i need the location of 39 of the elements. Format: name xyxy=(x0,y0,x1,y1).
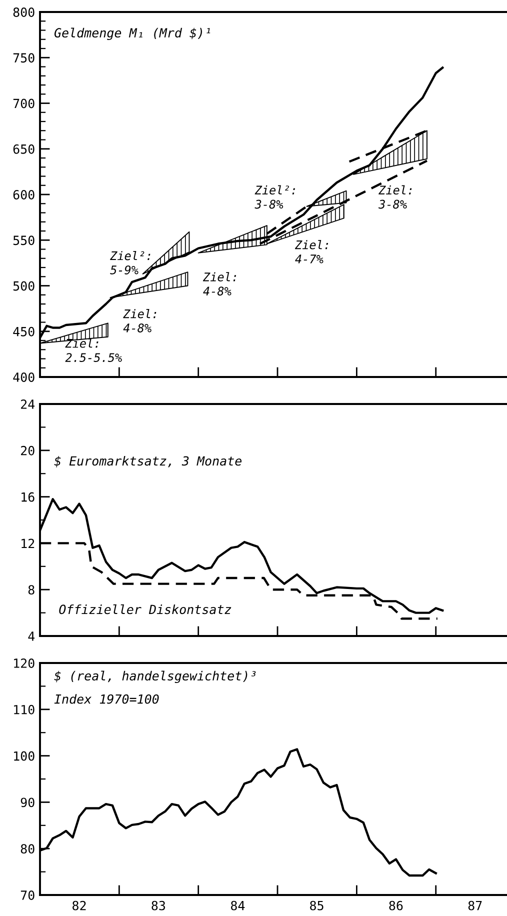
y-tick-label: 4 xyxy=(28,632,35,641)
y-tick-label: 110 xyxy=(14,704,34,714)
y-tick-label: 750 xyxy=(13,53,34,63)
y-tick-label: 600 xyxy=(13,190,34,200)
y-tick-label: 20 xyxy=(21,446,34,456)
annotation: Ziel²: 5-9% xyxy=(110,251,150,274)
text: Index 1970=100 xyxy=(54,694,159,704)
x-tick-label: 83 xyxy=(152,900,166,910)
y-tick-label: 450 xyxy=(13,326,34,336)
y-tick-label: 500 xyxy=(13,281,34,291)
text: $ (real, handelsgewichtet)³ xyxy=(54,670,256,684)
annotation: Ziel: 2.5-5.5% xyxy=(65,338,122,362)
y-tick-label: 16 xyxy=(22,492,34,502)
annotation: Ziel²: 3-8% xyxy=(254,185,295,209)
y-tick-label: 400 xyxy=(13,372,34,382)
y-tick-label: 80 xyxy=(20,844,34,854)
x-tick-label: 86 xyxy=(389,900,403,910)
text: Offizieller Diskontsatz xyxy=(59,604,232,614)
y-tick-label: 24 xyxy=(21,400,35,409)
y-tick-label: 100 xyxy=(14,751,34,761)
y-tick-label: 120 xyxy=(14,658,34,668)
x-tick-label: 87 xyxy=(468,900,482,910)
annotation: Ziel: 4-8% xyxy=(123,309,156,332)
text: Geldmenge M₁ (Mrd $)¹ xyxy=(54,28,210,40)
annotation: Ziel: 4-8% xyxy=(202,272,236,296)
x-tick-label: 84 xyxy=(230,900,245,910)
y-tick-label: 550 xyxy=(13,236,34,246)
annotation: Ziel: 4-7% xyxy=(294,240,328,264)
x-tick-label: 85 xyxy=(310,900,324,910)
text: $ Euromarktsatz, 3 Monate xyxy=(54,456,242,468)
annotation: Ziel: 3-8% xyxy=(378,185,412,209)
x-tick-label: 82 xyxy=(72,900,86,910)
y-tick-label: 700 xyxy=(13,98,34,108)
y-tick-label: 12 xyxy=(22,538,34,548)
y-tick-label: 8 xyxy=(28,585,34,595)
y-tick-label: 800 xyxy=(13,8,34,17)
y-tick-label: 90 xyxy=(20,798,34,808)
y-tick-label: 70 xyxy=(20,890,34,900)
y-tick-label: 650 xyxy=(13,144,34,154)
